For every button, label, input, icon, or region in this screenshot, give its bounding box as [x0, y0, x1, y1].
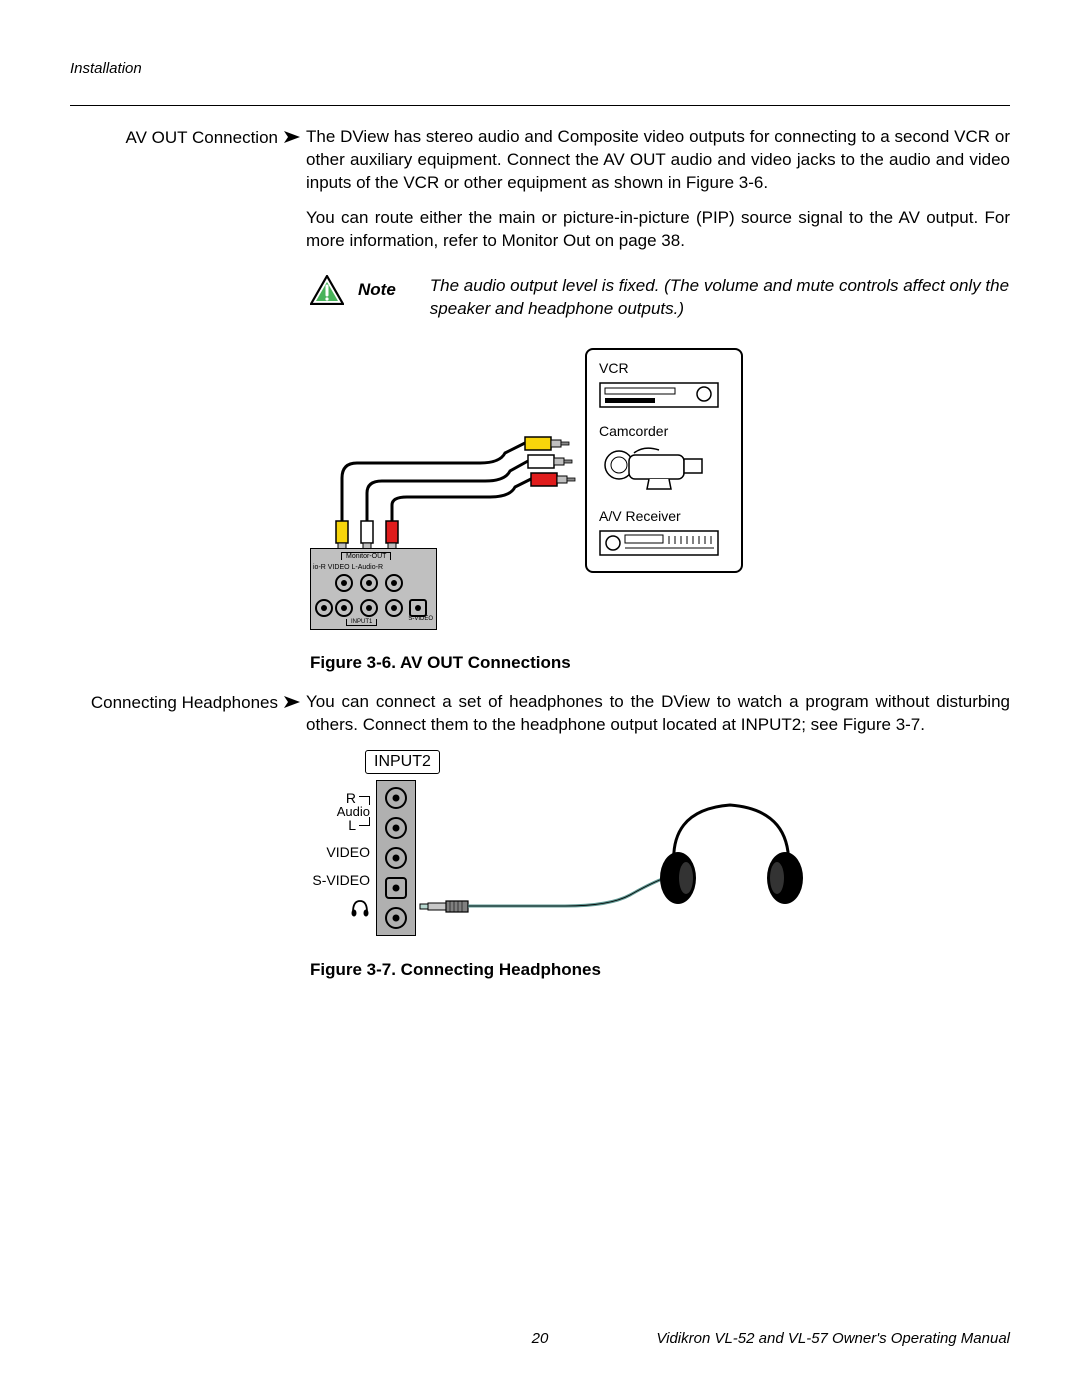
jack-headphone [385, 907, 407, 929]
figure-3-7-caption: Figure 3-7. Connecting Headphones [310, 960, 1010, 980]
page: Installation AV OUT Connection The DView… [0, 0, 1080, 1397]
headphones-body: You can connect a set of headphones to t… [306, 691, 1010, 737]
headphones-icon [660, 805, 803, 904]
input1-label: INPUT1 [346, 619, 377, 626]
section-header: Installation [70, 60, 1010, 77]
headphone-cable [468, 875, 675, 906]
footer-title: Vidikron VL-52 and VL-57 Owner's Operati… [656, 1330, 1010, 1347]
input2-side-labels: R Audio L VIDEO S-VIDEO [310, 780, 376, 922]
video-label: VIDEO [326, 844, 370, 860]
headphone-svg [410, 750, 830, 950]
headphone-icon [350, 898, 370, 918]
avout-row: AV OUT Connection The DView has stereo a… [70, 126, 1010, 253]
headphones-label-text: Connecting Headphones [91, 693, 278, 713]
note-triangle-icon [310, 275, 344, 310]
avout-diagram: Monitor-OUT io-R VIDEO L-Audio-R S-VIDEO… [310, 343, 950, 643]
avout-side-label: AV OUT Connection [70, 126, 306, 148]
jack-r [385, 787, 407, 809]
figure-3-7: INPUT2 R Audio L VIDEO S-VI [310, 750, 1010, 980]
jack-video [385, 847, 407, 869]
headphones-row: Connecting Headphones You can connect a … [70, 691, 1010, 737]
page-number: 20 [532, 1330, 549, 1347]
avout-para1: The DView has stereo audio and Composite… [306, 126, 1010, 195]
svideo-label-2: S-VIDEO [312, 872, 370, 888]
jack-svideo [385, 877, 407, 899]
jack-l [385, 817, 407, 839]
vcr-icon [599, 382, 719, 410]
arrow-icon [284, 128, 300, 148]
figure-3-6-caption: Figure 3-6. AV OUT Connections [310, 653, 1010, 673]
avout-label-text: AV OUT Connection [126, 128, 278, 148]
svideo-label: S-VIDEO [408, 616, 433, 622]
monitor-out-panel: Monitor-OUT io-R VIDEO L-Audio-R S-VIDEO… [310, 548, 437, 630]
avr-icon [599, 530, 719, 558]
footer: 20 Vidikron VL-52 and VL-57 Owner's Oper… [70, 1330, 1010, 1347]
avout-body: The DView has stereo audio and Composite… [306, 126, 1010, 253]
headphones-para1: You can connect a set of headphones to t… [306, 691, 1010, 737]
headphone-plug-icon [420, 901, 468, 912]
headphones-side-label: Connecting Headphones [70, 691, 306, 713]
camcorder-icon [599, 445, 719, 495]
note-label: Note [358, 275, 416, 300]
avr-label: A/V Receiver [599, 508, 729, 524]
panel-row1-label: io-R VIDEO L-Audio-R [313, 564, 383, 571]
note-row: Note The audio output level is fixed. (T… [310, 275, 1010, 321]
device-box: VCR Camcorder A/V Re [585, 348, 743, 573]
header-rule [70, 105, 1010, 106]
vcr-label: VCR [599, 360, 729, 376]
camcorder-label: Camcorder [599, 423, 729, 439]
l-label: L [348, 817, 356, 833]
monitor-out-label: Monitor-OUT [341, 552, 391, 560]
note-text: The audio output level is fixed. (The vo… [430, 275, 1010, 321]
figure-3-6: Monitor-OUT io-R VIDEO L-Audio-R S-VIDEO… [310, 343, 1010, 673]
avout-para2: You can route either the main or picture… [306, 207, 1010, 253]
arrow-icon [284, 693, 300, 713]
headphone-diagram: INPUT2 R Audio L VIDEO S-VI [310, 750, 810, 950]
